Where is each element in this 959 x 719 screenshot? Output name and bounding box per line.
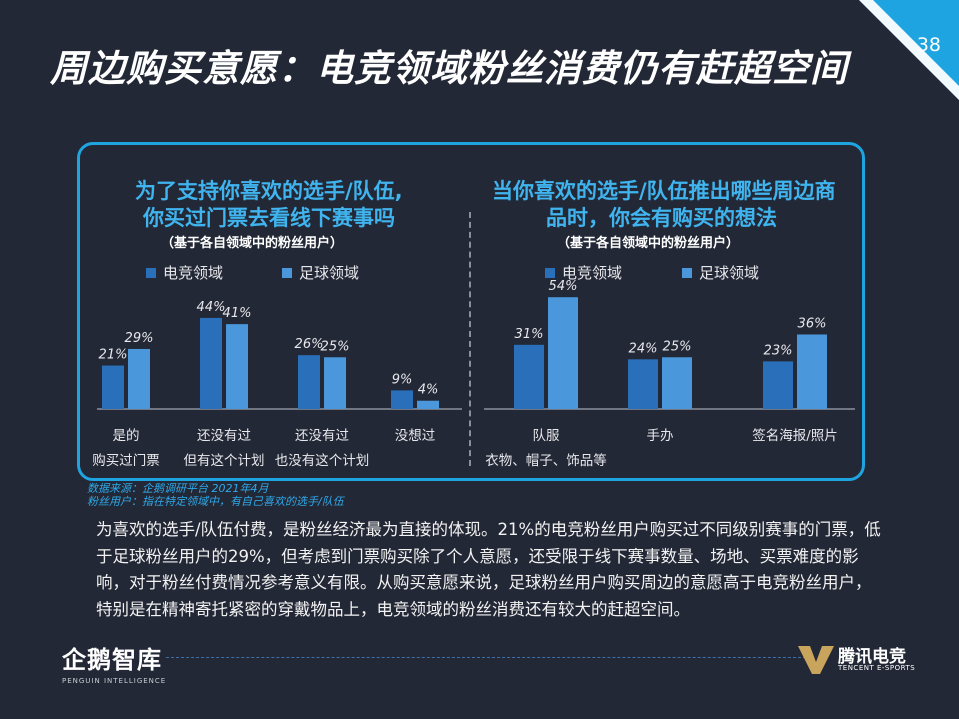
data-source: 数据来源：企鹅调研平台 2021年4月 粉丝用户：指在特定领域中，有自己喜欢的选… bbox=[87, 482, 344, 508]
bar-football bbox=[797, 334, 827, 409]
bar-value-label: 54% bbox=[549, 279, 578, 294]
bar-value-label: 26% bbox=[295, 337, 324, 352]
legend-football-right: 足球领域 bbox=[682, 262, 759, 283]
legend-label: 足球领域 bbox=[699, 264, 760, 282]
bar-football bbox=[324, 357, 346, 409]
bar-value-label: 36% bbox=[798, 316, 827, 331]
category-label: 手办 bbox=[647, 428, 674, 444]
bar-value-label: 9% bbox=[392, 372, 413, 387]
bar-value-label: 31% bbox=[515, 327, 544, 342]
legend-esports-left: 电竞领域 bbox=[146, 262, 223, 283]
bar-esports bbox=[763, 361, 793, 409]
legend-label: 电竞领域 bbox=[163, 264, 224, 282]
category-label: 没想过 bbox=[395, 428, 436, 444]
legend-esports-right: 电竞领域 bbox=[545, 262, 622, 283]
bar-football bbox=[662, 357, 692, 409]
bar-football bbox=[548, 297, 578, 409]
bar-value-label: 29% bbox=[125, 331, 154, 346]
tencent-esports-icon bbox=[798, 646, 834, 674]
bar-football bbox=[226, 324, 248, 409]
bar-value-label: 25% bbox=[663, 339, 692, 354]
bar-esports bbox=[200, 317, 222, 409]
bar-esports bbox=[102, 365, 124, 409]
legend-label: 足球领域 bbox=[299, 264, 360, 282]
left-question-line2: 你买过门票去看线下赛事吗 bbox=[143, 206, 395, 230]
category-label: 签名海报/照片 bbox=[752, 427, 838, 444]
bar-value-label: 24% bbox=[629, 341, 658, 356]
right-question-line2: 品时，你会有购买的想法 bbox=[546, 206, 777, 230]
category-label: 但有这个计划 bbox=[184, 452, 265, 469]
bar-value-label: 44% bbox=[197, 300, 226, 315]
footer-divider bbox=[166, 657, 806, 658]
category-label: 购买过门票 bbox=[92, 453, 160, 469]
bar-value-label: 41% bbox=[223, 306, 252, 321]
penguin-intelligence-logo: 企鹅智库 PENGUIN INTELLIGENCE bbox=[62, 640, 166, 685]
page-number: 38 bbox=[916, 34, 941, 56]
left-question-subtitle: （基于各自领域中的粉丝用户） bbox=[161, 236, 344, 251]
bar-value-label: 23% bbox=[764, 343, 793, 358]
bar-value-label: 25% bbox=[321, 339, 350, 354]
bar-esports bbox=[298, 355, 320, 409]
category-label: 还没有过 bbox=[197, 428, 251, 444]
bar-football bbox=[417, 400, 439, 409]
category-label: 衣物、帽子、饰品等 bbox=[485, 452, 607, 469]
category-label: 是的 bbox=[113, 428, 140, 444]
bar-esports bbox=[514, 344, 544, 409]
bar-esports bbox=[391, 390, 413, 409]
left-question-line1: 为了支持你喜欢的选手/队伍, bbox=[135, 179, 403, 203]
logo-en: TENCENT E-SPORTS bbox=[838, 664, 916, 672]
category-label: 还没有过 bbox=[295, 428, 349, 444]
chart-panel bbox=[77, 142, 865, 481]
page-title: 周边购买意愿：电竞领域粉丝消费仍有赶超空间 bbox=[50, 47, 848, 90]
panel-divider bbox=[469, 212, 471, 466]
source-line-1: 数据来源：企鹅调研平台 2021年4月 bbox=[87, 482, 269, 495]
legend-label: 电竞领域 bbox=[562, 264, 623, 282]
bar-value-label: 21% bbox=[99, 348, 128, 363]
right-question-subtitle: （基于各自领域中的粉丝用户） bbox=[557, 236, 740, 251]
right-question-line1: 当你喜欢的选手/队伍推出哪些周边商 bbox=[492, 179, 836, 203]
bar-value-label: 4% bbox=[418, 383, 439, 398]
logo-cn: 企鹅智库 bbox=[62, 646, 162, 674]
legend-football-left: 足球领域 bbox=[282, 262, 359, 283]
legend-swatch-football bbox=[282, 268, 292, 278]
legend-swatch-esports bbox=[545, 268, 555, 278]
category-label: 也没有这个计划 bbox=[275, 452, 370, 469]
source-line-2: 粉丝用户：指在特定领域中，有自己喜欢的选手/队伍 bbox=[87, 495, 344, 508]
category-label: 队服 bbox=[533, 428, 561, 444]
corner-flag bbox=[859, 0, 959, 100]
bar-esports bbox=[628, 359, 658, 409]
logo-cn: 腾讯电竞 bbox=[838, 647, 906, 667]
logo-en: PENGUIN INTELLIGENCE bbox=[62, 677, 167, 685]
tencent-esports-logo: 腾讯电竞 TENCENT E-SPORTS bbox=[798, 642, 915, 680]
legend-swatch-esports bbox=[146, 268, 156, 278]
body-paragraph: 为喜欢的选手/队伍付费，是粉丝经济最为直接的体现。21%的电竞粉丝用户购买过不同… bbox=[96, 520, 881, 619]
legend-swatch-football bbox=[682, 268, 692, 278]
bar-football bbox=[128, 348, 150, 409]
